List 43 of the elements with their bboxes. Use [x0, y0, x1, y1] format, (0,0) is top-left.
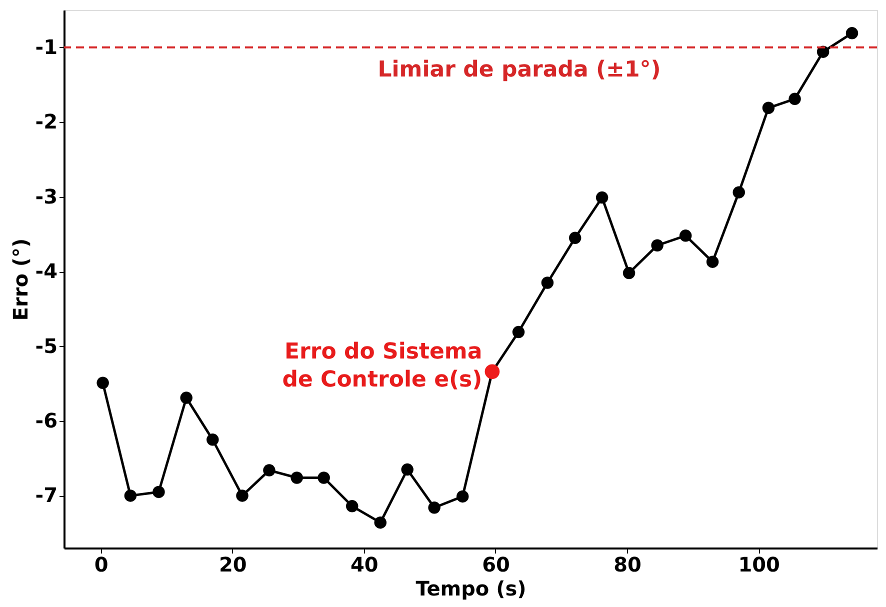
point — [152, 486, 165, 498]
point — [732, 186, 745, 198]
point — [568, 232, 582, 244]
point — [318, 472, 330, 484]
point — [290, 472, 303, 484]
point — [706, 256, 719, 268]
x-tick-label: 40 — [350, 552, 378, 576]
y-tick-label: -7 — [35, 483, 58, 508]
x-tick-label: 0 — [94, 552, 108, 576]
point — [679, 230, 692, 242]
point — [180, 392, 192, 404]
point — [374, 516, 387, 529]
y-tick-label: -5 — [35, 334, 58, 358]
y-tick-label: -4 — [35, 259, 58, 284]
point — [762, 102, 775, 114]
x-tick-label: 100 — [738, 552, 780, 576]
y-tick-label: -2 — [35, 110, 58, 134]
y-tick-label: -3 — [35, 184, 58, 208]
x-tick-label: 80 — [614, 552, 642, 576]
y-tick-label: -6 — [35, 408, 58, 432]
point — [596, 191, 608, 204]
ref-line-label: Limiar de parada (±1°) — [378, 57, 661, 82]
point — [541, 276, 554, 289]
annotation: Erro do Sistema de Controle e(s) — [282, 340, 482, 393]
point — [401, 463, 414, 476]
point — [512, 326, 525, 338]
point — [428, 502, 440, 514]
point — [846, 27, 858, 40]
point — [124, 490, 137, 502]
x-tick-label: 20 — [218, 552, 247, 576]
point — [651, 239, 664, 252]
y-tick-label: -1 — [35, 34, 58, 59]
point — [456, 490, 469, 503]
point — [788, 92, 801, 106]
x-axis-title: Tempo (s) — [416, 576, 526, 600]
point — [206, 434, 219, 446]
x-tick-label: 60 — [482, 552, 510, 576]
point — [263, 464, 276, 476]
point — [236, 490, 248, 502]
y-axis-title: Erro (°) — [8, 238, 32, 321]
point — [96, 376, 109, 389]
point — [622, 266, 636, 280]
point — [346, 500, 358, 512]
